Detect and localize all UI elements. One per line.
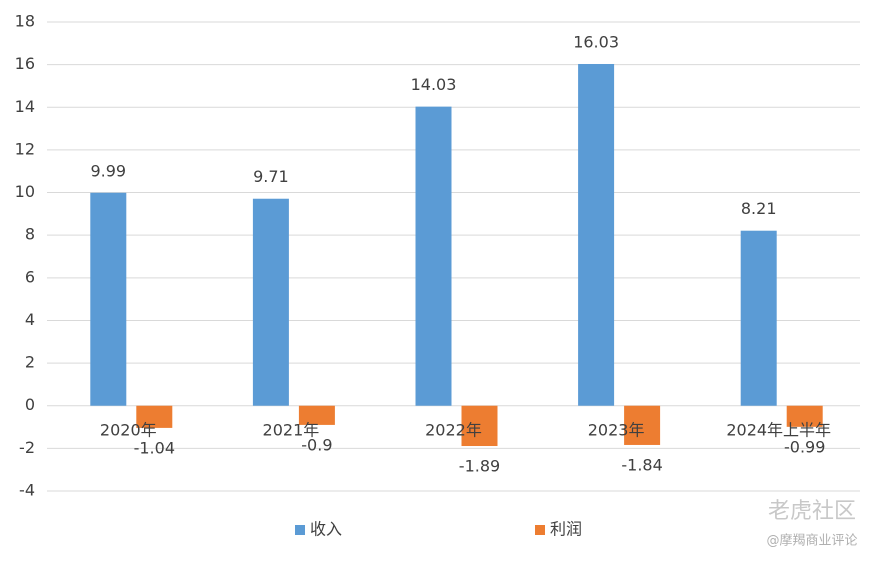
legend-swatch <box>295 525 305 535</box>
data-label: -0.99 <box>784 437 825 456</box>
bar <box>136 405 173 428</box>
watermark-brand: 老虎社区 <box>768 499 856 524</box>
y-tick-label: 18 <box>15 12 35 31</box>
y-tick-label: -2 <box>19 438 35 457</box>
legend-label: 利润 <box>550 520 582 539</box>
watermark-author: @摩羯商业评论 <box>766 533 857 549</box>
x-tick-label: 2021年 <box>263 421 320 440</box>
y-tick-label: 8 <box>25 225 35 244</box>
y-tick-label: 2 <box>25 353 35 372</box>
y-tick-label: 6 <box>25 267 35 286</box>
y-tick-label: 14 <box>15 97 35 116</box>
bar <box>461 405 498 447</box>
data-label: 16.03 <box>573 32 619 51</box>
data-label: -1.89 <box>459 457 500 476</box>
bar <box>740 230 777 406</box>
data-label: 14.03 <box>411 75 457 94</box>
bar <box>90 192 127 406</box>
bar <box>624 405 661 445</box>
legend-label: 收入 <box>310 520 342 539</box>
legend-swatch <box>535 525 545 535</box>
y-tick-label: -4 <box>19 481 35 500</box>
bar <box>415 106 452 406</box>
bar <box>578 63 615 406</box>
x-tick-label: 2023年 <box>588 421 645 440</box>
x-tick-label: 2024年上半年 <box>726 421 831 440</box>
bar <box>252 198 289 406</box>
data-label: -1.04 <box>134 438 175 457</box>
x-tick-label: 2022年 <box>425 421 482 440</box>
data-label: -1.84 <box>621 455 662 474</box>
data-label: 8.21 <box>741 199 777 218</box>
y-tick-label: 12 <box>15 139 35 158</box>
y-tick-label: 10 <box>15 182 35 201</box>
y-tick-label: 4 <box>25 310 35 329</box>
x-tick-label: 2020年 <box>100 421 157 440</box>
y-tick-label: 16 <box>15 54 35 73</box>
data-label: 9.71 <box>253 167 289 186</box>
data-label: 9.99 <box>90 161 126 180</box>
bar <box>786 405 823 427</box>
data-label: -0.9 <box>301 435 332 454</box>
y-tick-label: 0 <box>25 395 35 414</box>
bar <box>298 405 335 425</box>
